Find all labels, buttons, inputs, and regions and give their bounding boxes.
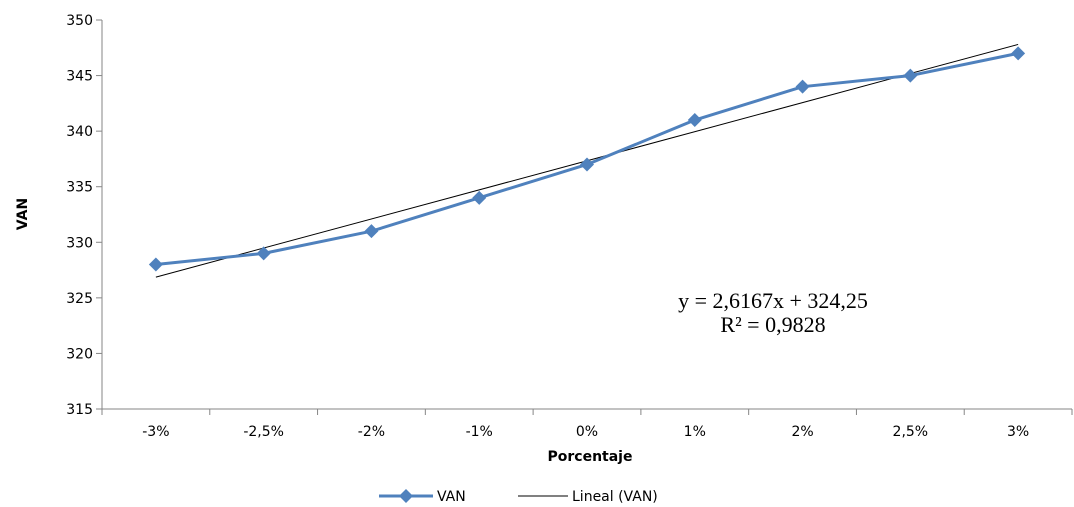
trendline-r-squared: R² = 0,9828 <box>720 312 825 337</box>
x-tick-label: 3% <box>1007 424 1029 440</box>
data-point-marker <box>687 113 702 128</box>
y-axis-ticks: 315 320 325 330 335 340 345 350 <box>66 13 102 418</box>
x-tick-label: 0% <box>576 424 598 440</box>
y-tick-label: 320 <box>66 346 93 362</box>
x-tick-label: -3% <box>142 424 169 440</box>
y-tick-label: 330 <box>66 235 93 251</box>
x-tick-label: 2% <box>791 424 813 440</box>
series-layer <box>148 46 1026 272</box>
y-tick-label: 340 <box>66 124 93 140</box>
data-point-marker <box>364 224 379 239</box>
y-axis-title: VAN <box>15 198 31 230</box>
x-tick-label: 2,5% <box>893 424 929 440</box>
data-point-marker <box>580 157 594 172</box>
legend-van-label: VAN <box>437 489 466 505</box>
y-tick-label: 345 <box>66 69 93 85</box>
x-tick-label: 1% <box>684 424 706 440</box>
data-point-marker <box>472 190 487 205</box>
legend: VAN Lineal (VAN) <box>379 489 658 505</box>
data-point-marker <box>903 68 918 83</box>
legend-lineal-label: Lineal (VAN) <box>572 489 658 505</box>
data-point-marker <box>256 246 271 261</box>
y-tick-label: 350 <box>66 13 93 29</box>
legend-item-lineal-van: Lineal (VAN) <box>518 489 658 505</box>
data-point-marker <box>1011 46 1026 61</box>
data-point-marker <box>148 257 163 272</box>
x-axis-title: Porcentaje <box>548 449 633 465</box>
y-tick-label: 325 <box>66 291 93 307</box>
legend-van-marker <box>399 489 413 503</box>
trendline-equation: y = 2,6167x + 324,25 <box>678 288 868 313</box>
x-tick-label: -2,5% <box>243 424 284 440</box>
data-point-marker <box>795 79 810 94</box>
plot-area <box>101 20 1072 410</box>
x-tick-label: -2% <box>358 424 385 440</box>
y-tick-label: 315 <box>66 402 93 418</box>
x-axis-ticks: -3% -2,5% -2% -1% 0% 1% 2% 2,5% 3% <box>101 409 1073 440</box>
y-tick-label: 335 <box>66 180 93 196</box>
legend-item-van: VAN <box>379 489 466 505</box>
x-tick-label: -1% <box>466 424 493 440</box>
